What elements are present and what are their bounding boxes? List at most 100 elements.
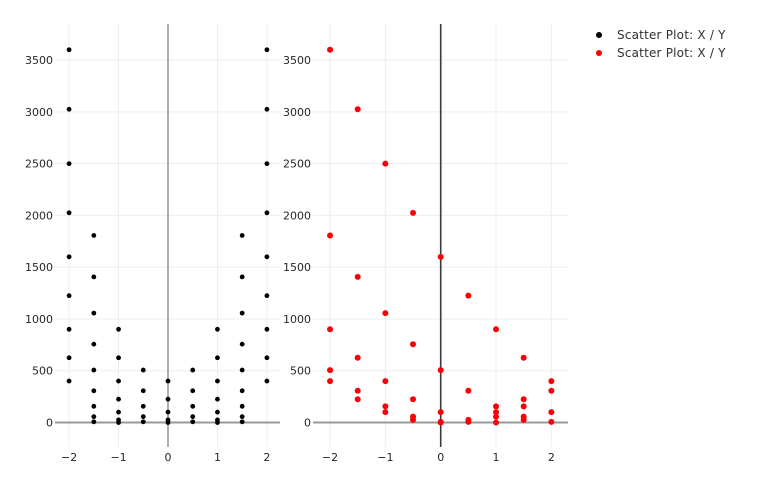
x-tick-label: 1 [493,451,500,464]
y-tick-label: 0 [46,417,53,430]
data-point [493,409,500,416]
data-point [239,341,245,347]
data-point [437,253,444,260]
data-point [327,367,334,374]
data-point [437,367,444,374]
black-scatter-points [66,47,270,425]
data-point [465,292,472,299]
data-point [465,418,472,425]
data-point [91,367,97,373]
data-point [264,47,270,53]
data-point [66,378,72,384]
legend-item-red[interactable]: Scatter Plot: X / Y [585,45,726,60]
data-point [354,106,361,113]
data-point [327,46,334,53]
data-point [215,378,220,384]
data-point [140,403,146,409]
x-tick-label: 1 [214,451,221,464]
data-point [66,326,72,332]
data-point [548,418,555,425]
data-point [116,420,121,425]
data-point [437,409,444,416]
left-plot: 0 500 1000 1500 2000 2500 3000 3500 −2 −1 0 1 2 [25,24,280,464]
data-point [116,396,121,402]
data-point [239,414,245,420]
data-point [91,414,97,420]
data-point [354,354,361,361]
y-tick-label: 2000 [283,209,311,222]
data-point [91,388,97,394]
data-point [548,409,555,416]
data-point [264,210,270,216]
data-point [190,403,196,409]
data-point [548,387,555,394]
data-point [382,378,389,385]
legend-label-red: Scatter Plot: X / Y [617,45,726,60]
data-point [520,354,527,361]
data-point [116,355,121,361]
data-point [140,367,146,373]
data-point [165,378,171,384]
data-point [493,413,500,420]
x-tick-label: −1 [377,451,393,464]
data-point [327,232,334,239]
legend-marker-black-icon [596,31,602,38]
legend-item-black[interactable]: Scatter Plot: X / Y [585,27,726,42]
data-point [437,419,444,426]
data-point [140,388,146,394]
data-point [382,310,389,317]
data-point [91,403,97,409]
x-tick-label: 2 [263,451,270,464]
data-point [215,326,220,332]
y-tick-label: 0 [304,417,311,430]
red-scatter-points [327,46,555,426]
y-tick-label: 1000 [283,313,311,326]
y-tick-label: 500 [32,365,53,378]
data-point [410,341,417,348]
data-point [239,403,245,409]
data-point [215,355,220,361]
data-point [91,233,97,238]
data-point [410,209,417,216]
x-tick-label: 0 [165,451,172,464]
data-point [66,254,72,260]
data-point [66,355,72,361]
data-point [66,106,72,112]
x-tick-label: 0 [437,451,444,464]
data-point [327,326,334,333]
y-tick-label: 1000 [25,313,53,326]
data-point [239,233,245,238]
x-tick-label: −1 [110,451,126,464]
data-point [520,403,527,410]
data-point [382,160,389,167]
y-tick-label: 2500 [283,158,311,171]
data-point [116,378,121,384]
data-point [91,274,97,280]
data-point [354,387,361,394]
x-tick-label: 2 [548,451,555,464]
legend: Scatter Plot: X / Y Scatter Plot: X / Y [585,27,726,60]
data-point [190,414,196,420]
data-point [66,161,72,167]
data-point [165,409,171,415]
y-tick-label: 3000 [25,106,53,119]
data-point [327,378,334,385]
data-point [264,355,270,361]
y-tick-label: 3500 [25,54,53,67]
y-tick-label: 3000 [283,106,311,119]
data-point [264,106,270,112]
data-point [66,293,72,299]
y-tick-label: 1500 [283,261,311,274]
data-point [165,396,171,402]
y-tick-label: 1500 [25,261,53,274]
y-tick-label: 500 [290,365,311,378]
data-point [116,409,121,415]
data-point [190,367,196,373]
data-point [239,388,245,394]
data-point [354,273,361,280]
data-point [264,378,270,384]
data-point [465,387,472,394]
data-point [91,310,97,316]
data-point [520,396,527,403]
data-point [239,310,245,316]
